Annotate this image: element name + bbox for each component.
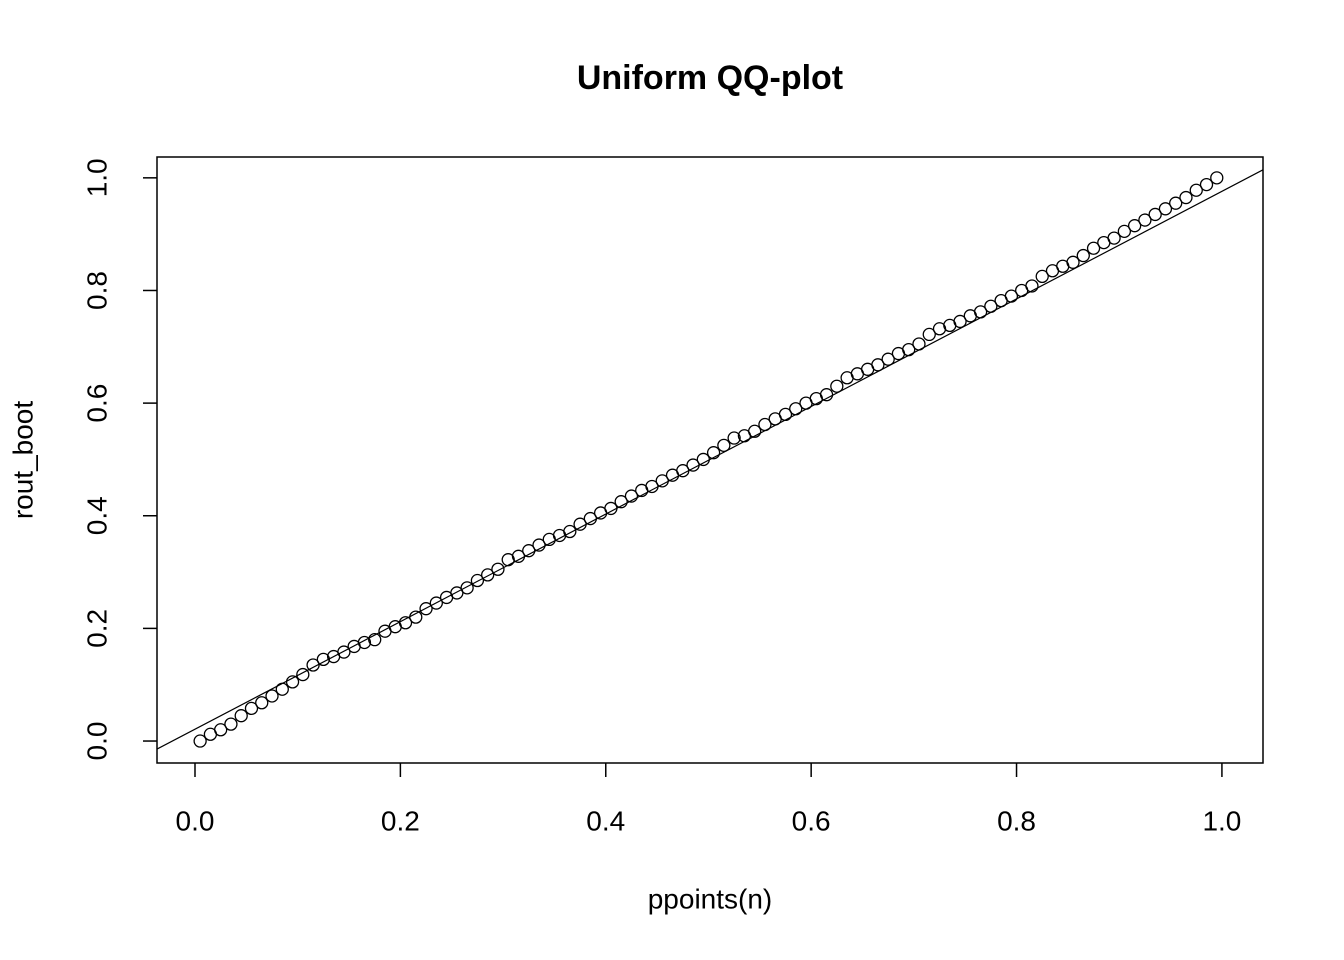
point: [563, 524, 577, 539]
chart-title: Uniform QQ-plot: [577, 59, 843, 97]
x-tick-label: 0.4: [586, 805, 625, 836]
plot-frame: [156, 156, 1264, 764]
point: [491, 562, 505, 576]
point: [1199, 177, 1214, 192]
point: [296, 667, 310, 682]
y-tick-label: 0.4: [81, 496, 112, 535]
point: [717, 438, 731, 453]
point: [214, 723, 228, 737]
point: [1158, 202, 1173, 216]
point: [1025, 279, 1039, 293]
y-tick-label: 0.8: [81, 271, 112, 310]
point: [1179, 190, 1193, 205]
point: [337, 645, 351, 659]
point: [706, 446, 721, 460]
y-axis-label: rout_boot: [7, 401, 38, 520]
point: [1138, 213, 1152, 227]
point: [1076, 248, 1090, 263]
x-axis-label: ppoints(n): [648, 883, 773, 914]
point: [1107, 231, 1121, 245]
point: [193, 734, 207, 748]
point: [1169, 196, 1183, 210]
y-tick-label: 0.2: [81, 609, 112, 648]
x-tick-label: 1.0: [1202, 805, 1241, 836]
point: [255, 696, 269, 710]
point: [1210, 171, 1224, 185]
reference-line: [157, 169, 1263, 750]
point: [481, 568, 495, 582]
point: [470, 573, 485, 588]
point: [368, 633, 382, 647]
y-tick-label: 1.0: [81, 158, 112, 197]
point: [881, 352, 895, 366]
point: [748, 424, 762, 438]
x-tick-label: 0.6: [792, 805, 831, 836]
point: [306, 658, 320, 672]
point: [624, 489, 639, 503]
x-tick-label: 0.2: [381, 805, 420, 836]
point: [1035, 269, 1049, 284]
point: [357, 635, 372, 650]
x-tick-label: 0.8: [997, 805, 1036, 836]
point: [953, 314, 967, 329]
point: [224, 717, 238, 731]
point: [1127, 219, 1142, 233]
point: [830, 379, 844, 393]
y-tick-label: 0.0: [81, 722, 112, 761]
point: [419, 602, 433, 616]
point: [614, 495, 628, 509]
point: [1189, 183, 1203, 197]
point: [922, 327, 936, 342]
point: [234, 709, 248, 723]
point: [460, 581, 474, 595]
point: [1066, 255, 1080, 269]
point: [871, 358, 885, 372]
point: [727, 431, 741, 445]
point: [532, 538, 546, 552]
point: [429, 596, 443, 610]
plot-area: [157, 169, 1263, 750]
point: [265, 689, 279, 703]
point: [1117, 224, 1132, 238]
point: [244, 701, 259, 716]
y-tick-label: 0.6: [81, 384, 112, 423]
point: [1148, 207, 1162, 222]
x-tick-label: 0.0: [176, 805, 215, 836]
point: [1086, 241, 1101, 255]
